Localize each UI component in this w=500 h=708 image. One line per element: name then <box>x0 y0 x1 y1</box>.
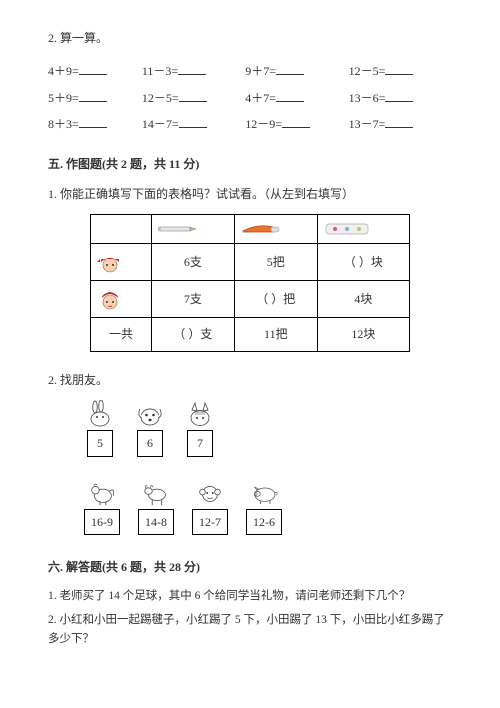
arith-cell: 5＋9= <box>48 85 142 111</box>
tcell: 12块 <box>317 318 409 351</box>
friend-item: 7 <box>184 400 216 456</box>
friend-item: 12-6 <box>246 479 282 535</box>
friend-item: 12-7 <box>192 479 228 535</box>
arith-expr: 12－5= <box>349 64 386 78</box>
arith-expr: 14－7= <box>142 117 179 131</box>
tcell-knife <box>234 215 317 244</box>
tcell: 11把 <box>234 318 317 351</box>
friend-item: 5 <box>84 400 116 456</box>
blank <box>79 118 107 128</box>
tcell-boy-icon <box>91 244 152 281</box>
friends-top-row: 5 6 7 <box>84 400 452 456</box>
arith-cell: 13－6= <box>349 85 452 111</box>
tcell: 4块 <box>317 281 409 318</box>
tcell-blank <box>91 215 152 244</box>
tcell: （ ）把 <box>234 281 317 318</box>
blank <box>385 92 413 102</box>
arith-cell: 9＋7= <box>245 58 348 84</box>
arith-expr: 13－6= <box>349 91 386 105</box>
arith-expr: 11－3= <box>142 64 178 78</box>
tcell: （ ）块 <box>317 244 409 281</box>
problem-1: 1. 老师买了 14 个足球，其中 6 个给同学当礼物，请问老师还剩下几个？ <box>48 587 452 607</box>
blank <box>179 92 207 102</box>
section6-heading: 六. 解答题(共 6 题，共 28 分) <box>48 557 452 577</box>
tcell: 6支 <box>151 244 234 281</box>
q5-1: 1. 你能正确填写下面的表格吗？试试看。（从左到右填写） <box>48 184 452 204</box>
arith-expr: 13－7= <box>349 117 386 131</box>
tcell: 7支 <box>151 281 234 318</box>
blank <box>385 118 413 128</box>
blank <box>385 65 413 75</box>
blank <box>282 118 310 128</box>
count-table: 6支 5把 （ ）块 7支 （ ）把 4块 一共 （ ）支 11把 12块 <box>90 214 410 351</box>
num-box: 12-6 <box>246 509 282 535</box>
arith-expr: 4＋7= <box>245 91 276 105</box>
tcell: 5把 <box>234 244 317 281</box>
num-box: 6 <box>137 430 163 456</box>
arith-cell: 12－5= <box>349 58 452 84</box>
blank <box>79 65 107 75</box>
rooster-icon <box>86 479 118 507</box>
friends-bottom-row: 16-9 14-8 12-7 12-6 <box>84 479 452 535</box>
num-box: 12-7 <box>192 509 228 535</box>
friend-item: 6 <box>134 400 166 456</box>
arith-title: 2. 算一算。 <box>48 28 452 48</box>
tcell-total: 一共 <box>91 318 152 351</box>
arith-expr: 12－9= <box>245 117 282 131</box>
num-box: 5 <box>87 430 113 456</box>
arith-cell: 4＋9= <box>48 58 142 84</box>
goat-icon <box>140 479 172 507</box>
arith-cell: 11－3= <box>142 58 245 84</box>
puppy-icon <box>134 400 166 428</box>
arith-grid: 4＋9= 11－3= 9＋7= 12－5= 5＋9= 12－5= 4＋7= 13… <box>48 58 452 137</box>
num-box: 14-8 <box>138 509 174 535</box>
arith-expr: 12－5= <box>142 91 179 105</box>
arith-expr: 5＋9= <box>48 91 79 105</box>
friend-item: 14-8 <box>138 479 174 535</box>
tcell-pencil <box>151 215 234 244</box>
num-box: 16-9 <box>84 509 120 535</box>
monkey-icon <box>194 479 226 507</box>
arith-expr: 8＋3= <box>48 117 79 131</box>
arith-expr: 9＋7= <box>245 64 276 78</box>
arith-cell: 14－7= <box>142 111 245 137</box>
section5-heading: 五. 作图题(共 2 题，共 11 分) <box>48 154 452 174</box>
arith-cell: 4＋7= <box>245 85 348 111</box>
arith-cell: 13－7= <box>349 111 452 137</box>
blank <box>276 65 304 75</box>
cat-icon <box>184 400 216 428</box>
pig-icon <box>248 479 280 507</box>
arith-expr: 4＋9= <box>48 64 79 78</box>
tcell-eraser <box>317 215 409 244</box>
blank <box>276 92 304 102</box>
q5-2: 2. 找朋友。 <box>48 370 452 390</box>
bunny-icon <box>84 400 116 428</box>
problem-2: 2. 小红和小田一起踢毽子，小红踢了 5 下，小田踢了 13 下，小田比小红多踢… <box>48 611 452 650</box>
blank <box>178 65 206 75</box>
friend-item: 16-9 <box>84 479 120 535</box>
arith-cell: 12－5= <box>142 85 245 111</box>
tcell-girl-icon <box>91 281 152 318</box>
blank <box>179 118 207 128</box>
arith-cell: 12－9= <box>245 111 348 137</box>
arith-cell: 8＋3= <box>48 111 142 137</box>
num-box: 7 <box>187 430 213 456</box>
tcell: （ ）支 <box>151 318 234 351</box>
blank <box>79 92 107 102</box>
